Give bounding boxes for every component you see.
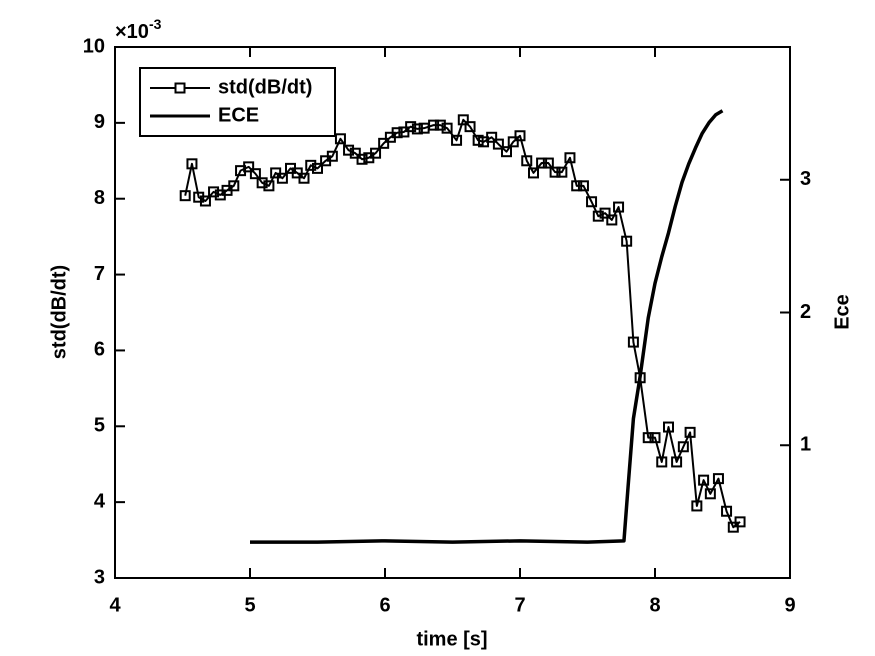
marker: [599, 207, 611, 219]
marker: [521, 155, 533, 167]
x-tick-label: 5: [244, 594, 255, 616]
marker: [691, 500, 703, 512]
legend-marker: [174, 82, 186, 94]
y-tick-label: 9: [94, 111, 105, 133]
marker: [186, 158, 198, 170]
marker: [243, 161, 255, 173]
marker: [411, 123, 423, 135]
marker: [501, 146, 512, 158]
marker: [514, 130, 526, 142]
marker: [542, 157, 554, 169]
marker: [528, 167, 539, 179]
y-axis-label: std(dB/dt): [48, 265, 70, 359]
marker: [571, 180, 583, 192]
marker: [613, 201, 625, 213]
y-multiplier: ×10-3: [115, 16, 162, 44]
marker: [179, 190, 191, 202]
marker: [536, 157, 548, 169]
marker: [677, 441, 689, 453]
marker: [298, 172, 310, 184]
marker: [349, 147, 361, 159]
marker: [263, 180, 275, 192]
marker: [486, 131, 498, 143]
marker: [698, 474, 710, 486]
legend-label: ECE: [218, 104, 259, 126]
y2-tick-label: 1: [800, 434, 811, 456]
marker: [276, 172, 288, 184]
x-tick-label: 4: [109, 594, 121, 616]
x-axis-label: time [s]: [416, 628, 487, 650]
multiplier-exponent: -3: [149, 16, 162, 32]
marker: [549, 166, 561, 178]
marker: [492, 138, 504, 150]
marker: [684, 426, 696, 438]
marker: [428, 119, 440, 131]
legend-box: [139, 67, 336, 137]
marker: [577, 180, 589, 192]
y-tick-label: 8: [94, 187, 105, 209]
marker: [312, 162, 323, 174]
x-tick-label: 6: [379, 594, 390, 616]
y-tick-label: 10: [83, 35, 105, 57]
marker: [334, 133, 346, 145]
marker: [704, 488, 716, 500]
marker: [464, 121, 476, 133]
marker: [208, 186, 220, 198]
marker: [405, 121, 417, 133]
y-tick-label: 5: [94, 415, 105, 437]
y2-tick-label: 2: [800, 301, 811, 323]
legend-label: std(dB/dt): [218, 76, 312, 98]
y-tick-label: 4: [94, 490, 106, 512]
y-tick-label: 3: [94, 566, 105, 588]
marker: [592, 210, 604, 222]
marker: [556, 166, 568, 178]
y2-tick-label: 3: [800, 168, 811, 190]
multiplier-base: ×10: [115, 21, 149, 43]
y2-axis-label: Ece: [831, 294, 853, 330]
marker: [457, 114, 469, 126]
marker: [228, 180, 240, 192]
marker: [656, 456, 668, 468]
marker: [606, 214, 618, 226]
marker: [249, 168, 261, 180]
marker: [378, 137, 390, 149]
marker: [434, 119, 446, 131]
marker: [621, 235, 633, 247]
marker: [199, 195, 211, 207]
marker: [712, 473, 724, 485]
marker: [663, 421, 674, 433]
marker: [356, 153, 368, 165]
marker: [507, 136, 519, 148]
marker: [586, 196, 598, 208]
y-tick-label: 6: [94, 339, 105, 361]
marker: [305, 159, 317, 171]
marker: [343, 144, 355, 156]
marker: [391, 127, 403, 139]
marker: [564, 152, 576, 164]
marker: [441, 122, 453, 134]
series-line: [250, 109, 724, 544]
marker: [326, 150, 338, 162]
marker: [370, 147, 382, 159]
x-tick-label: 7: [514, 594, 525, 616]
marker: [451, 134, 463, 146]
y-tick-label: 7: [94, 263, 105, 285]
marker: [649, 432, 661, 444]
marker: [721, 505, 733, 517]
marker: [671, 456, 683, 468]
marker: [642, 432, 654, 444]
series-line: [184, 118, 741, 529]
marker: [627, 336, 639, 348]
marker: [734, 516, 746, 528]
x-tick-label: 9: [784, 594, 795, 616]
x-tick-label: 8: [649, 594, 660, 616]
marker: [256, 177, 268, 189]
